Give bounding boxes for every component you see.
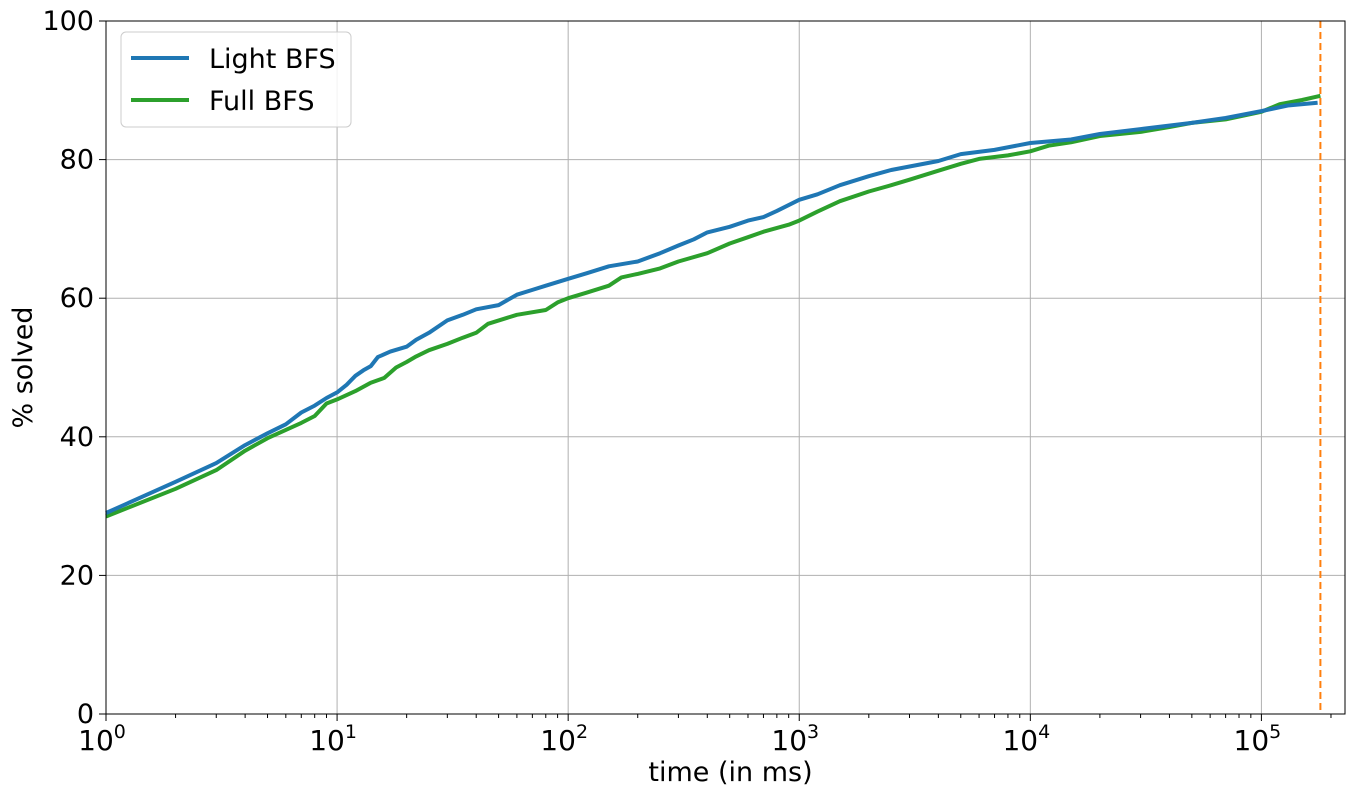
plot-frame [105, 20, 1346, 715]
y-tick-label: 80 [60, 145, 94, 176]
legend-label-light-bfs: Light BFS [209, 44, 336, 75]
y-tick-label: 100 [42, 6, 94, 37]
x-tick-label: 103 [771, 721, 819, 757]
legend-label-full-bfs: Full BFS [209, 86, 314, 117]
y-axis-label: % solved [8, 306, 39, 428]
series-line-full-bfs [105, 93, 1321, 519]
x-tick-label: 105 [1234, 721, 1282, 757]
x-tick-label: 104 [1002, 721, 1050, 757]
x-tick-label: 101 [309, 721, 357, 757]
x-tick-label: 102 [540, 721, 588, 757]
x-axis: 100 101 102 103 104 105 [78, 714, 1332, 757]
y-tick-label: 20 [60, 560, 94, 591]
y-axis: 0 20 40 60 80 100 [42, 6, 106, 730]
series-lines [105, 93, 1321, 519]
legend: Light BFS Full BFS [120, 31, 352, 128]
legend-box [120, 31, 352, 128]
x-axis-label: time (in ms) [648, 757, 812, 788]
y-tick-label: 60 [60, 283, 94, 314]
x-tick-label: 100 [78, 721, 126, 757]
y-tick-label: 40 [60, 422, 94, 453]
series-line-light-bfs [105, 100, 1318, 515]
y-tick-label: 0 [77, 699, 94, 730]
